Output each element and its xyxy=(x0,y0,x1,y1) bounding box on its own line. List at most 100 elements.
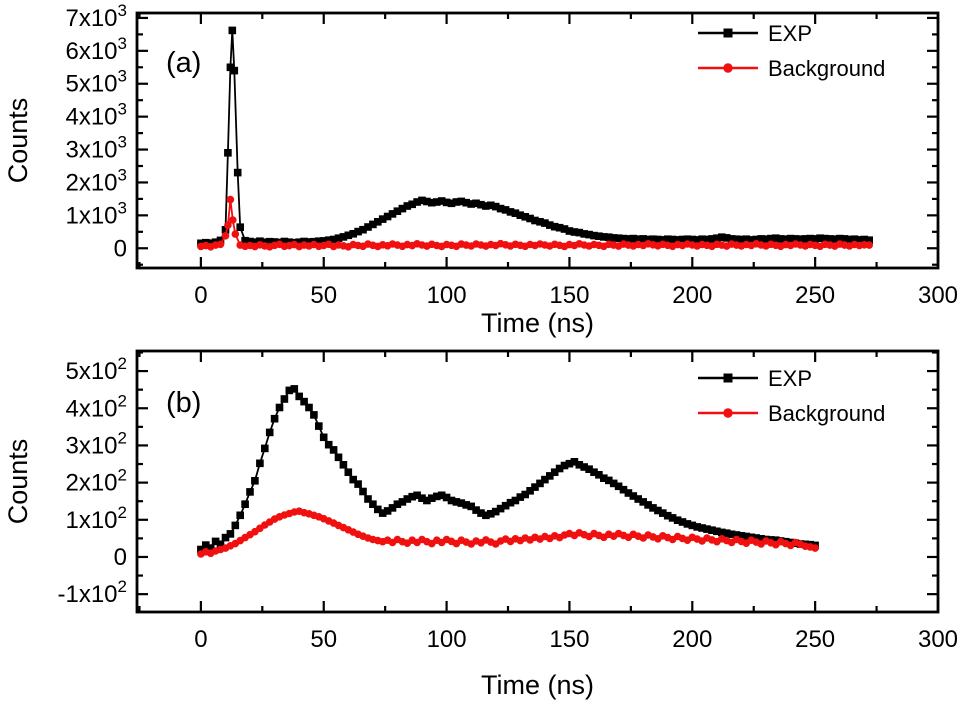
legend-marker-circle xyxy=(723,408,733,418)
y-tick-label: 0 xyxy=(114,235,127,262)
data-point-square xyxy=(752,534,760,542)
data-point-square xyxy=(590,468,598,476)
data-point-square xyxy=(319,433,328,442)
x-tick-label: 100 xyxy=(427,282,467,309)
data-point-square xyxy=(722,234,731,242)
data-point-square xyxy=(413,198,421,206)
data-point-square xyxy=(688,521,697,530)
y-tick-label: 3x102 xyxy=(65,428,127,459)
data-point-square xyxy=(233,168,242,177)
x-tick-label: 50 xyxy=(310,282,337,309)
data-point-square xyxy=(673,516,682,524)
legend: EXP Background xyxy=(698,21,885,81)
data-point-square xyxy=(472,199,480,208)
y-tick-label: 1x103 xyxy=(65,198,127,229)
data-point-square xyxy=(496,204,505,213)
data-point-square xyxy=(236,511,244,520)
data-point-square xyxy=(275,403,284,412)
y-tick-label: 2x103 xyxy=(65,165,127,196)
data-point-square xyxy=(354,480,362,488)
data-point-square xyxy=(437,197,446,205)
data-point-square xyxy=(526,214,534,223)
data-point-square xyxy=(762,235,770,243)
data-point-square xyxy=(811,235,819,243)
y-tick-label: 4x103 xyxy=(65,100,127,131)
data-point-square xyxy=(221,533,230,542)
x-tick-label: 0 xyxy=(194,282,207,309)
data-point-square xyxy=(369,220,377,229)
data-point-square xyxy=(708,235,716,243)
data-point-square xyxy=(349,230,357,238)
data-point-square xyxy=(654,506,662,515)
data-point-square xyxy=(688,235,697,244)
data-point-square xyxy=(786,234,795,243)
data-point-circle xyxy=(229,216,237,224)
data-point-square xyxy=(575,461,584,469)
y-tick-label: 0 xyxy=(114,544,127,571)
data-point-square xyxy=(378,215,387,223)
data-point-square xyxy=(575,228,584,237)
data-point-square xyxy=(850,235,859,243)
data-point-square xyxy=(521,213,529,221)
x-tick-label: 50 xyxy=(310,626,337,653)
data-point-square xyxy=(462,198,470,207)
data-point-square xyxy=(639,498,647,506)
data-point-circle xyxy=(811,544,819,552)
data-point-square xyxy=(541,219,549,227)
data-point-square xyxy=(197,545,205,554)
y-tick-label: 3x103 xyxy=(65,133,127,164)
data-point-square xyxy=(663,235,672,243)
data-point-square xyxy=(231,521,240,530)
x-tick-label: 100 xyxy=(427,626,467,653)
data-point-square xyxy=(550,468,559,476)
data-point-square xyxy=(703,235,711,244)
data-point-square xyxy=(855,236,864,244)
data-point-square xyxy=(698,235,706,243)
data-point-square xyxy=(501,501,510,510)
data-point-square xyxy=(300,397,308,406)
data-point-square xyxy=(329,235,338,244)
data-point-square xyxy=(393,207,402,215)
data-point-square xyxy=(703,525,711,533)
legend-marker-square xyxy=(723,28,733,38)
legend-label: Background xyxy=(768,401,885,426)
data-point-square xyxy=(339,461,348,469)
data-point-circle xyxy=(865,241,873,249)
data-point-square xyxy=(570,458,579,466)
series-area xyxy=(197,26,873,251)
data-point-square xyxy=(487,201,495,210)
data-point-square xyxy=(806,234,814,243)
data-point-square xyxy=(683,235,692,243)
data-point-square xyxy=(654,235,662,244)
data-point-square xyxy=(457,499,466,507)
data-point-square xyxy=(526,487,534,495)
data-point-square xyxy=(241,500,249,508)
data-point-square xyxy=(816,234,824,242)
panel-a: 0 50 100 150 200 250 300 0 1x1032x1033x1034x1035… xyxy=(3,1,958,338)
data-point-square xyxy=(226,530,235,538)
data-point-square xyxy=(211,537,220,546)
data-point-square xyxy=(442,493,451,502)
data-point-square xyxy=(693,236,701,244)
y-tick-label: 2x102 xyxy=(65,466,127,497)
data-point-square xyxy=(246,488,254,496)
data-point-square xyxy=(767,234,775,243)
x-tick-label: 200 xyxy=(672,626,712,653)
data-point-square xyxy=(516,493,525,501)
data-point-square xyxy=(737,235,746,244)
series-exp xyxy=(197,26,873,248)
data-point-square xyxy=(334,453,343,462)
data-point-square xyxy=(246,237,254,246)
data-point-square xyxy=(521,490,529,499)
data-point-square xyxy=(354,227,362,236)
data-point-square xyxy=(251,238,259,246)
data-point-square xyxy=(216,540,225,549)
data-point-square xyxy=(403,495,412,503)
data-point-square xyxy=(550,222,559,231)
y-axis-title: Counts xyxy=(3,98,33,184)
data-point-square xyxy=(772,536,780,544)
data-point-square xyxy=(791,235,800,243)
data-point-square xyxy=(393,500,402,508)
